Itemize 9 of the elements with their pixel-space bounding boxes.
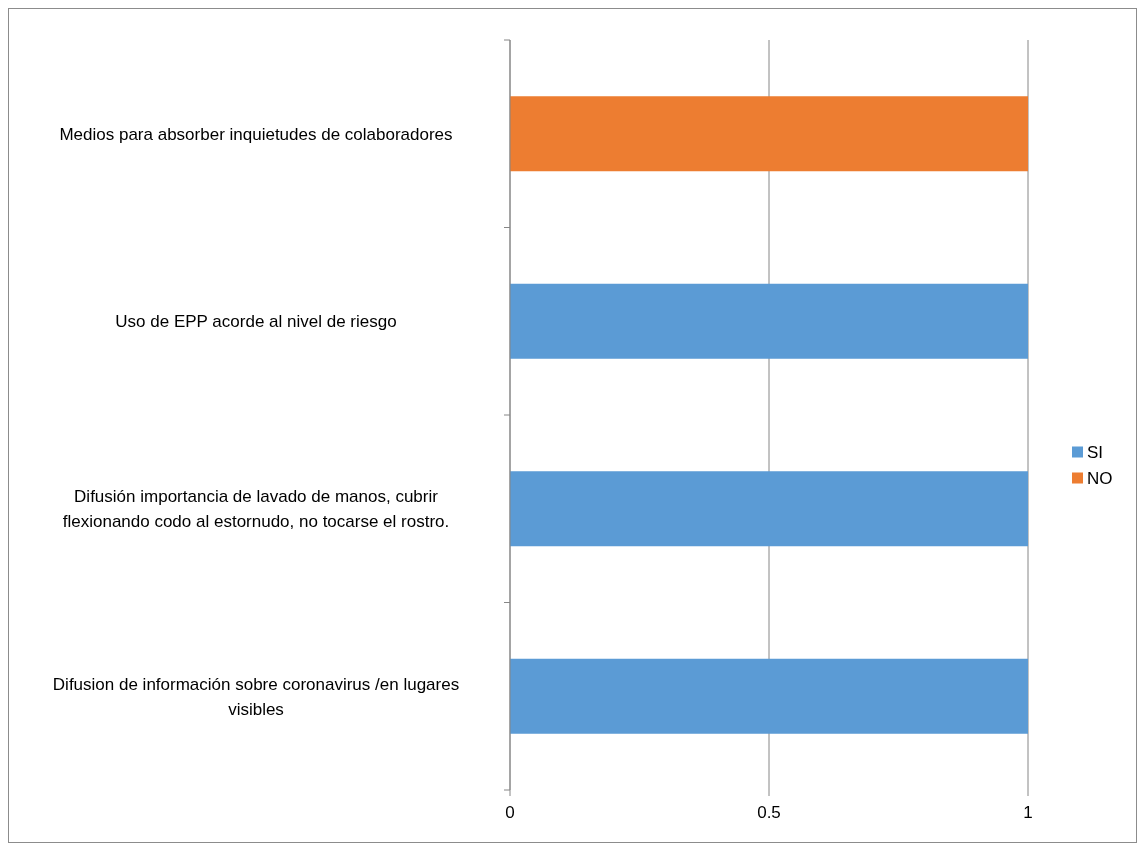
y-tick-label: Medios para absorber inquietudes de colaboradores [59,124,453,144]
y-tick-label: Uso de EPP acorde al nivel de riesgo [115,312,397,332]
x-tick-label: 1 [1023,803,1033,822]
legend-label: SI [1087,442,1104,462]
y-tick-label: Difusion de información sobre coronavirus /en lugares visibles [52,674,460,719]
x-tick-label: 0 [505,803,515,822]
legend-label: NO [1087,468,1113,488]
x-tick-label: 0.5 [757,803,781,822]
y-tick-label: Difusión importancia de lavado de manos, cubrir flexionando codo al estornudo, no tocarse el rostro. [62,487,450,532]
